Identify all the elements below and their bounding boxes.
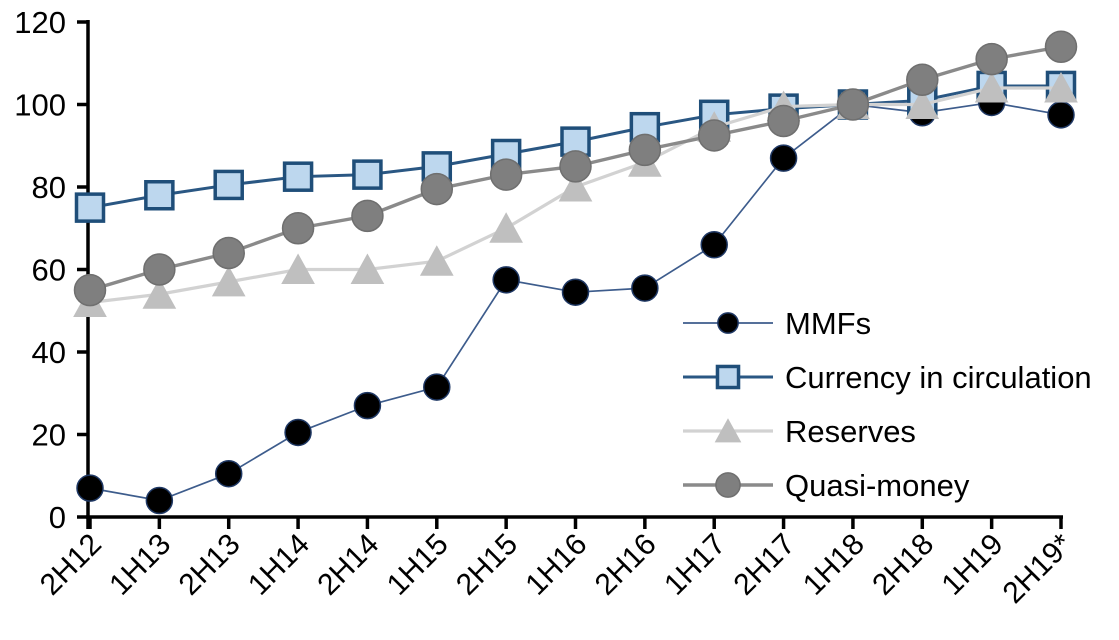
data-point-marker bbox=[489, 158, 523, 191]
x-axis-tick-label: 1H14 bbox=[242, 528, 316, 602]
x-axis-tick-label: 2H18 bbox=[866, 528, 940, 602]
data-point-marker bbox=[717, 312, 739, 334]
x-axis-tick-label: 2H12 bbox=[34, 528, 108, 602]
data-point-marker bbox=[420, 172, 454, 206]
legend-item-currency-in-circulation: Currency in circulation bbox=[683, 360, 1092, 395]
data-point-marker bbox=[211, 265, 246, 297]
data-point-marker bbox=[905, 88, 940, 119]
data-point-marker bbox=[145, 486, 174, 515]
data-point-marker bbox=[353, 391, 382, 420]
data-point-marker bbox=[769, 144, 798, 172]
x-axis-tick-label: 1H17 bbox=[658, 528, 732, 602]
data-point-marker bbox=[76, 474, 104, 502]
data-point-marker bbox=[714, 418, 742, 443]
data-point-marker bbox=[352, 159, 383, 190]
x-axis-tick-label: 2H14 bbox=[311, 528, 385, 602]
data-point-marker bbox=[492, 266, 520, 294]
legend-item-label: MMFs bbox=[785, 306, 871, 341]
data-point-marker bbox=[213, 169, 244, 201]
data-point-marker bbox=[351, 199, 384, 233]
data-point-marker bbox=[700, 231, 728, 259]
legend-item-label: Quasi-money bbox=[785, 468, 970, 503]
legend-item-quasi-money: Quasi-money bbox=[683, 468, 970, 503]
legend-item-mmfs: MMFs bbox=[683, 306, 871, 341]
data-point-marker bbox=[419, 245, 454, 276]
x-axis-tick-label: 1H15 bbox=[381, 528, 455, 602]
data-point-marker bbox=[142, 278, 177, 309]
series-mmfs bbox=[76, 88, 1075, 515]
series-quasi-money bbox=[73, 30, 1078, 307]
data-point-marker bbox=[212, 236, 245, 270]
data-point-marker bbox=[558, 170, 593, 202]
x-axis-tick-label: 1H13 bbox=[103, 528, 177, 602]
data-point-marker bbox=[489, 212, 523, 243]
data-point-marker bbox=[282, 161, 314, 192]
y-axis-tick-label: 20 bbox=[32, 418, 66, 453]
data-point-marker bbox=[143, 253, 176, 286]
data-point-marker bbox=[423, 373, 451, 401]
data-point-marker bbox=[144, 180, 175, 211]
data-point-marker bbox=[715, 472, 741, 498]
data-point-marker bbox=[906, 63, 939, 96]
x-axis-tick-label: 1H16 bbox=[519, 528, 593, 602]
x-axis-labels: 2H121H132H131H142H141H152H151H162H161H17… bbox=[34, 527, 1079, 610]
data-point-marker bbox=[214, 459, 243, 488]
data-point-marker bbox=[715, 364, 741, 390]
y-axis-tick-label: 100 bbox=[14, 88, 66, 123]
legend: MMFs Currency in circulation Reserves Quasi… bbox=[683, 306, 1092, 503]
data-point-marker bbox=[628, 133, 662, 167]
x-axis-tick-label: 1H19 bbox=[936, 528, 1010, 602]
data-point-marker bbox=[281, 253, 315, 284]
x-axis-tick-label: 2H15 bbox=[450, 528, 524, 602]
data-point-marker bbox=[836, 88, 870, 121]
data-point-marker bbox=[1044, 30, 1078, 63]
data-point-marker bbox=[281, 212, 315, 245]
y-axis-tick-label: 80 bbox=[32, 170, 66, 205]
data-point-marker bbox=[559, 150, 592, 183]
y-axis-tick-label: 40 bbox=[32, 335, 66, 370]
y-axis-labels: 0 20 40 60 80 100 120 bbox=[14, 5, 66, 535]
data-point-marker bbox=[284, 418, 312, 447]
data-point-marker bbox=[697, 119, 731, 152]
x-axis-tick-label: 2H17 bbox=[727, 528, 801, 602]
legend-item-label: Currency in circulation bbox=[785, 360, 1092, 395]
y-axis-tick-label: 120 bbox=[14, 5, 66, 40]
x-axis-tick-label: 2H16 bbox=[589, 528, 663, 602]
data-point-marker bbox=[1047, 101, 1075, 129]
y-axis-tick-label: 0 bbox=[49, 500, 66, 535]
data-point-marker bbox=[975, 42, 1008, 76]
x-axis-tick-label: 2H19* bbox=[997, 527, 1080, 610]
legend-item-label: Reserves bbox=[785, 414, 916, 449]
data-point-marker bbox=[767, 104, 800, 138]
data-point-marker bbox=[74, 192, 106, 223]
data-point-marker bbox=[561, 278, 590, 306]
x-axis-tick-label: 1H18 bbox=[797, 528, 871, 602]
data-point-marker bbox=[1044, 71, 1078, 103]
data-point-marker bbox=[350, 253, 385, 284]
data-point-marker bbox=[73, 273, 107, 307]
data-point-marker bbox=[974, 71, 1009, 103]
y-axis-tick-label: 60 bbox=[32, 253, 66, 288]
x-axis-tick-label: 2H13 bbox=[173, 528, 247, 602]
data-point-marker bbox=[631, 274, 659, 302]
legend-item-reserves: Reserves bbox=[683, 414, 916, 449]
